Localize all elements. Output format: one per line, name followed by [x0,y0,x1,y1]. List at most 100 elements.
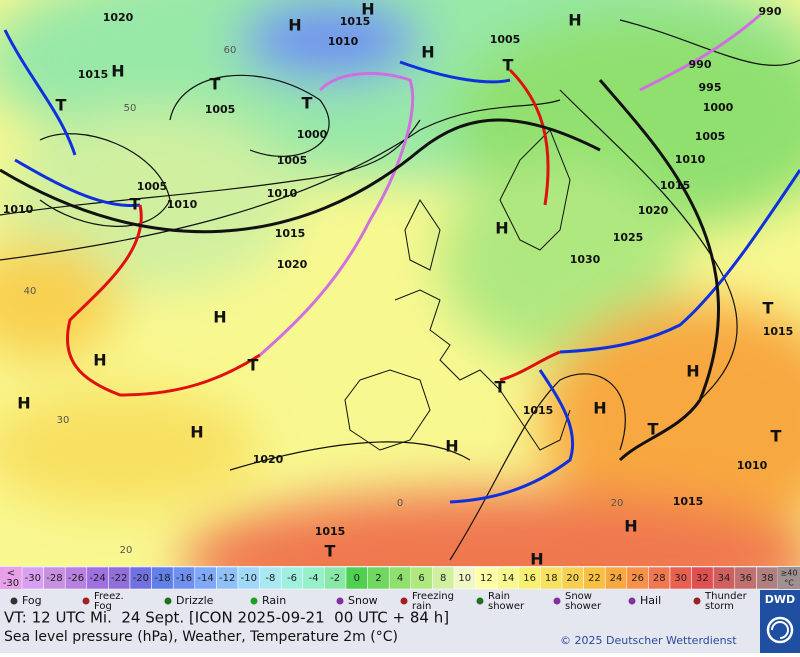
high-label: H [445,437,458,456]
high-label: H [568,11,581,30]
legend-label: rain [412,601,431,612]
scale-label: 6 [418,573,424,584]
isobar-label: 1005 [695,130,726,143]
isobar-label: 1005 [137,180,168,193]
scale-label: 0 [354,573,360,584]
temperature-label: 30 [57,415,70,426]
fronts [3,13,800,504]
scale-label: 4 [397,573,403,584]
scale-label: 12 [480,573,493,584]
legend-label: Freezing [412,591,454,602]
legend-icon [250,597,258,605]
isobar-label: 1020 [103,11,134,24]
low-label: T [648,420,659,439]
description: Sea level pressure (hPa), Weather, Tempe… [4,629,398,645]
isobar-label: 1000 [297,128,328,141]
isobar-label: 1005 [490,33,521,46]
scale-label: -8 [265,573,275,584]
isobars [0,19,800,561]
legend-label: Rain [262,594,286,607]
scale-label: -16 [176,573,192,584]
legend-icon [628,597,636,605]
scale-label: 2 [375,573,381,584]
legend-icon [553,597,561,605]
legend-label: Fog [94,601,112,612]
isobar-label: 990 [689,58,712,71]
valid-time: VT: 12 UTC Mi. 24 Sept. [ICON 2025-09-21… [4,609,449,627]
legend-label: Hail [640,594,661,607]
scale-label: 20 [566,573,579,584]
legend-icon [82,597,90,605]
low-label: T [771,427,782,446]
scale-cap-label: -30 [3,578,19,589]
high-label: H [93,351,106,370]
scale-label: -30 [25,573,41,584]
isobar-label: 1020 [253,453,284,466]
map: 1020 1015 1010 1005 990 990 995 1000 1005 1010 101… [0,0,800,569]
low-label: T [325,542,336,561]
legend-label: Snow [348,594,378,607]
low-label: T [503,56,514,75]
temperature-label: 50 [124,103,137,114]
scale-label: -12 [219,573,235,584]
scale-label: 18 [545,573,558,584]
high-label: H [17,394,30,413]
isobar-label: 1000 [703,101,734,114]
legend-label: Fog [22,594,42,607]
high-label: H [288,16,301,35]
temperature-label: 40 [24,286,37,297]
temperature-label: 20 [120,545,133,556]
scale-label: 38 [761,573,774,584]
legend-icon [693,597,701,605]
low-label: T [495,378,506,397]
isobar-label: 1010 [267,187,298,200]
legend-icon [336,597,344,605]
isobar-label: 1025 [613,231,644,244]
isobar-label: 1015 [660,179,691,192]
legend-icon [400,597,408,605]
isobar-label: 1005 [277,154,308,167]
scale-label: 30 [674,573,687,584]
scale-label: 10 [458,573,471,584]
legend-icon [476,597,484,605]
scale-label: 26 [631,573,644,584]
isobar-label: 1015 [763,325,794,338]
high-label: H [530,550,543,569]
isobar-label: 990 [759,5,782,18]
isobar-label: 1010 [328,35,359,48]
isobar-label: 1010 [675,153,706,166]
isobar-label: 1015 [523,404,554,417]
legend-icon [164,597,172,605]
coastlines [344,129,571,451]
temperature-label: 20 [611,498,624,509]
scale-label: -26 [68,573,84,584]
scale-label: -22 [111,573,127,584]
scale-label: 28 [653,573,666,584]
low-label: T [210,75,221,94]
scale-cap-label: ≥40 [781,569,798,578]
isobar-label: 1010 [3,203,34,216]
scale-label: 8 [440,573,446,584]
legend-label: shower [488,601,525,612]
scale-cap-label: °C [784,579,794,588]
high-label: H [593,399,606,418]
low-label: T [130,195,141,214]
low-label: T [248,356,259,375]
high-label: H [190,423,203,442]
scale-cell [778,567,800,589]
isobar-label: 1005 [205,103,236,116]
scale-label: 22 [588,573,601,584]
isobar-label: 1020 [638,204,669,217]
high-label: H [686,362,699,381]
scale-label: 34 [718,573,731,584]
legend-label: Snow [565,591,592,602]
temperature-label: 60 [224,45,237,56]
scale-label: -24 [89,573,105,584]
scale-label: 24 [610,573,623,584]
legend-label: Freez. [94,591,124,602]
isobar-label: 1015 [315,525,346,538]
scale-label: -2 [330,573,340,584]
high-label: H [361,0,374,19]
high-label: H [421,43,434,62]
